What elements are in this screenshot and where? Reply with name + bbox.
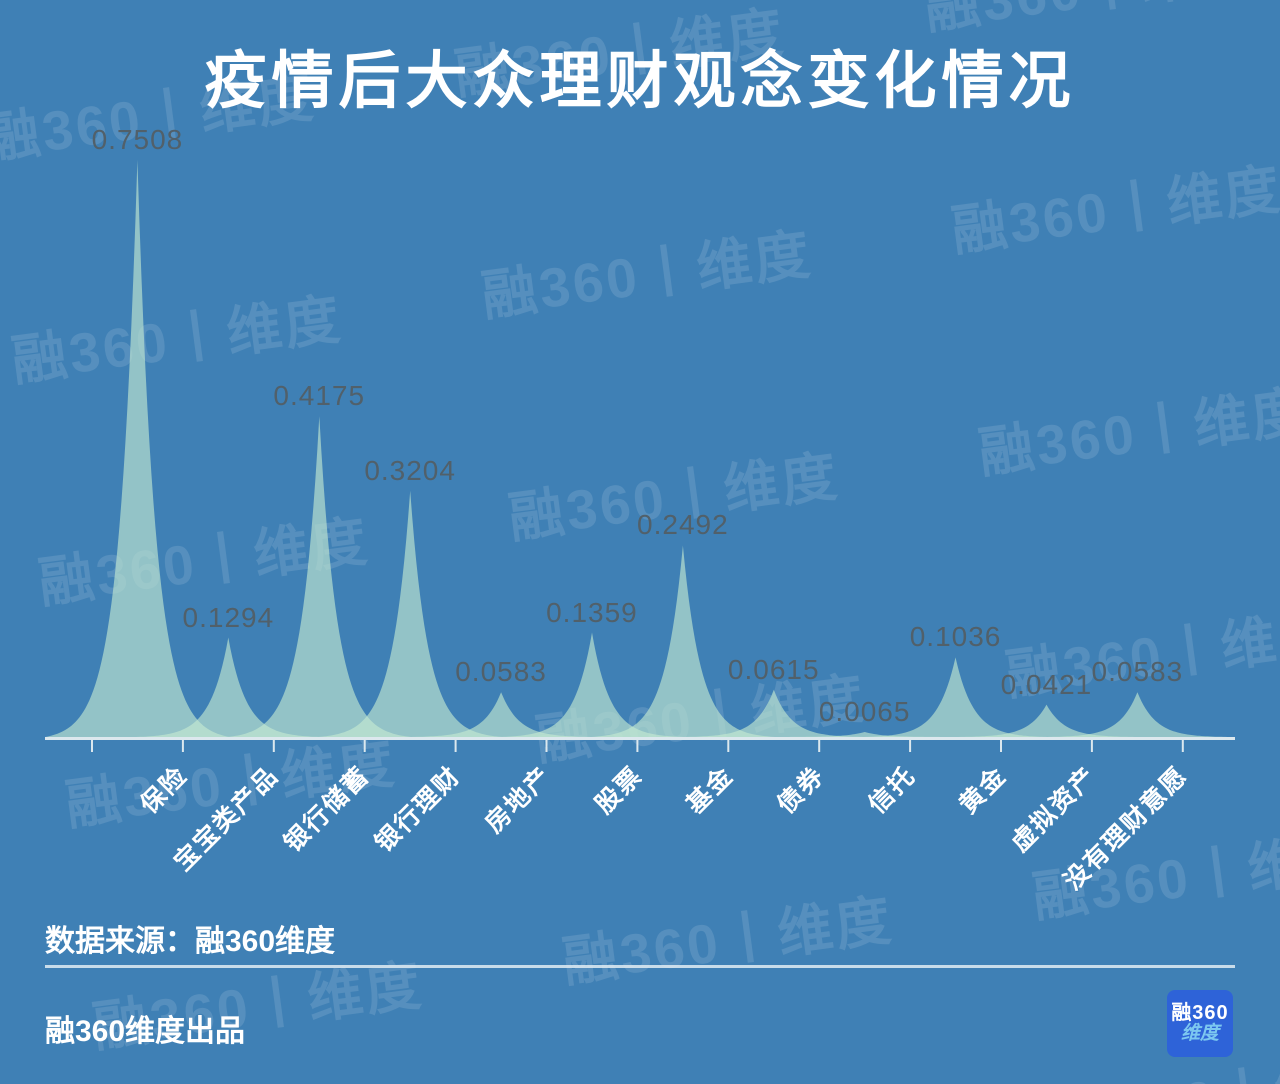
- peak-area-6: [590, 545, 775, 737]
- value-label: 0.0583: [1091, 656, 1184, 688]
- x-axis-tick: [727, 740, 730, 752]
- x-axis-tick: [91, 740, 93, 752]
- x-axis-tick: [818, 740, 821, 752]
- brand-logo-line2: 维度: [1180, 1023, 1219, 1045]
- value-label: 0.0421: [1000, 668, 1093, 700]
- chart-title: 疫情后大众理财观念变化情况: [204, 47, 1076, 116]
- peak-area-4: [409, 692, 593, 737]
- value-label: 0.0065: [818, 696, 911, 727]
- value-label: 0.0615: [727, 653, 820, 685]
- value-label: 0.7508: [91, 123, 184, 155]
- x-axis-tick: [1000, 740, 1002, 752]
- value-label: 0.1036: [909, 621, 1002, 653]
- brand-logo: 融360 维度: [1167, 990, 1233, 1057]
- value-label: 0.1359: [546, 596, 638, 628]
- peak-area-11: [1045, 692, 1230, 737]
- x-axis-tick: [1181, 740, 1184, 752]
- x-axis-tick: [272, 740, 275, 752]
- x-axis-tick: [545, 740, 548, 752]
- value-label: 0.1294: [182, 601, 275, 633]
- x-axis-tick: [1090, 740, 1093, 752]
- x-axis-tick: [909, 740, 912, 752]
- peak-area-7: [681, 689, 866, 737]
- data-source-text: 数据来源：融360维度: [45, 925, 336, 958]
- producer-text: 融360维度出品: [45, 1015, 246, 1048]
- x-axis-tick: [636, 740, 639, 752]
- peak-area-8: [772, 732, 957, 737]
- peak-area-5: [500, 632, 684, 737]
- value-label: 0.4175: [273, 380, 366, 412]
- peak-area-1: [136, 637, 321, 737]
- peak-area-3: [318, 490, 503, 737]
- peak-area-9: [863, 657, 1048, 737]
- peak-area-2: [227, 416, 412, 737]
- footer-divider: [45, 965, 1235, 968]
- brand-logo-line1: 融360: [1171, 1002, 1229, 1025]
- peak-area-10: [954, 704, 1139, 737]
- peak-area-0: [45, 159, 230, 737]
- value-label: 0.2492: [637, 509, 729, 541]
- x-axis-tick: [181, 740, 184, 752]
- x-axis-line: [45, 737, 1235, 740]
- value-label: 0.0583: [455, 656, 547, 688]
- x-axis-tick: [454, 740, 457, 752]
- value-label: 0.3204: [364, 454, 456, 486]
- x-axis-tick: [363, 740, 366, 752]
